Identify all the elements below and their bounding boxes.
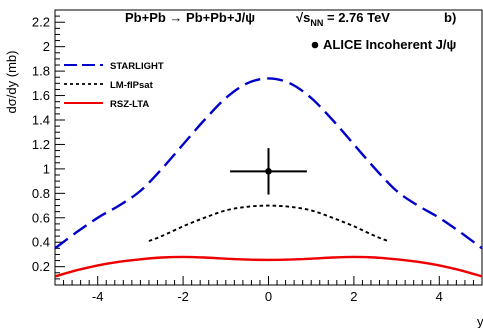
alice-legend-marker	[311, 41, 319, 49]
legend-label-rsz-lta: RSZ-LTA	[110, 99, 149, 110]
legend: STARLIGHT LM-fIPsat RSZ-LTA	[64, 61, 164, 110]
series-line-lm-fipsat	[148, 204, 389, 242]
series-line-starlight	[54, 77, 483, 250]
energy-s: s	[303, 10, 310, 25]
energy-subscript: NN	[310, 18, 323, 28]
series-layer	[54, 77, 483, 278]
y-tick-label: 2.2	[32, 15, 50, 30]
y-tick-label: 0.8	[32, 186, 50, 201]
data-point-layer	[230, 148, 307, 195]
y-tick-label: 0.2	[32, 259, 50, 274]
x-axis-title: y	[477, 314, 483, 328]
y-tick-label: 1.4	[32, 113, 50, 128]
sqrt-sign: √	[296, 10, 304, 25]
x-tick-label: 4	[436, 289, 443, 304]
axis-ticks: 0.2 0.4 0.6 0.8 1 1.2 1.4 1.6 1.8 2 2.2 -4 -2 0 2 4	[32, 15, 483, 304]
energy-value: = 2.76 TeV	[323, 10, 390, 25]
series-line-rsz-lta	[54, 255, 483, 278]
panel-label: b)	[444, 10, 456, 25]
energy-label: √sNN = 2.76 TeV	[296, 10, 390, 28]
chart-title: Pb+Pb → Pb+Pb+J/ψ	[125, 10, 255, 25]
y-tick-label: 1	[43, 161, 50, 176]
y-axis-title: dσ/dy (mb)	[4, 51, 19, 114]
x-tick-label: 2	[350, 289, 357, 304]
y-tick-label: 1.2	[32, 137, 50, 152]
legend-label-lm-fipsat: LM-fIPsat	[110, 80, 154, 91]
y-tick-label: 1.8	[32, 64, 50, 79]
legend-label-starlight: STARLIGHT	[110, 61, 164, 72]
x-tick-label: 0	[265, 289, 272, 304]
data-point-marker	[265, 168, 272, 175]
y-tick-label: 2	[43, 39, 50, 54]
x-tick-label: -4	[92, 289, 104, 304]
y-tick-label: 1.6	[32, 88, 50, 103]
x-tick-label: -2	[177, 289, 189, 304]
y-tick-label: 0.4	[32, 235, 50, 250]
y-tick-label: 0.6	[32, 210, 50, 225]
alice-legend-label: ALICE Incoherent J/ψ	[323, 37, 456, 52]
